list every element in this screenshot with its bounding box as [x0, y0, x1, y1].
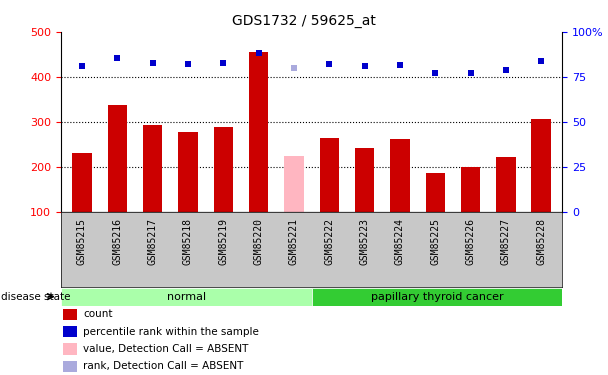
Bar	[320, 138, 339, 212]
Point	[536, 58, 546, 64]
Text: papillary thyroid cancer: papillary thyroid cancer	[371, 292, 503, 302]
Bar	[355, 148, 375, 212]
Text: GDS1732 / 59625_at: GDS1732 / 59625_at	[232, 14, 376, 28]
Point	[183, 61, 193, 67]
Point	[112, 54, 122, 60]
Bar	[461, 167, 480, 212]
Text: GSM85219: GSM85219	[218, 218, 228, 265]
Point	[289, 65, 299, 71]
Point	[466, 70, 475, 76]
Bar	[72, 153, 92, 212]
Text: count: count	[83, 309, 113, 319]
Bar	[213, 127, 233, 212]
Bar	[63, 326, 77, 337]
Bar	[496, 157, 516, 212]
Point	[77, 63, 87, 69]
Text: GSM85215: GSM85215	[77, 218, 87, 265]
Point	[148, 60, 157, 66]
Text: GSM85225: GSM85225	[430, 218, 440, 265]
Point	[254, 50, 263, 56]
Text: rank, Detection Call = ABSENT: rank, Detection Call = ABSENT	[83, 362, 244, 371]
Point	[395, 62, 405, 68]
Bar	[531, 119, 551, 212]
Bar	[390, 138, 410, 212]
Text: GSM85222: GSM85222	[324, 218, 334, 265]
Text: percentile rank within the sample: percentile rank within the sample	[83, 327, 259, 337]
Text: GSM85227: GSM85227	[501, 218, 511, 265]
Text: disease state: disease state	[1, 292, 70, 302]
Point	[360, 63, 370, 69]
Point	[218, 60, 228, 66]
Bar	[249, 52, 268, 212]
Text: GSM85217: GSM85217	[148, 218, 157, 265]
Bar	[284, 156, 303, 212]
Text: normal: normal	[167, 292, 206, 302]
Bar	[178, 132, 198, 212]
Text: GSM85218: GSM85218	[183, 218, 193, 265]
Text: GSM85220: GSM85220	[254, 218, 264, 265]
Bar	[63, 344, 77, 354]
Bar	[426, 173, 445, 212]
Bar	[143, 125, 162, 212]
Bar	[63, 361, 77, 372]
Point	[501, 67, 511, 73]
Bar	[61, 288, 311, 306]
Text: GSM85224: GSM85224	[395, 218, 405, 265]
Text: value, Detection Call = ABSENT: value, Detection Call = ABSENT	[83, 344, 249, 354]
Bar	[63, 309, 77, 320]
Point	[325, 61, 334, 67]
Bar	[108, 105, 127, 212]
Text: GSM85226: GSM85226	[466, 218, 475, 265]
Text: GSM85223: GSM85223	[359, 218, 370, 265]
Text: GSM85216: GSM85216	[112, 218, 122, 265]
Bar	[311, 288, 562, 306]
Text: GSM85228: GSM85228	[536, 218, 546, 265]
Point	[430, 70, 440, 76]
Text: GSM85221: GSM85221	[289, 218, 299, 265]
